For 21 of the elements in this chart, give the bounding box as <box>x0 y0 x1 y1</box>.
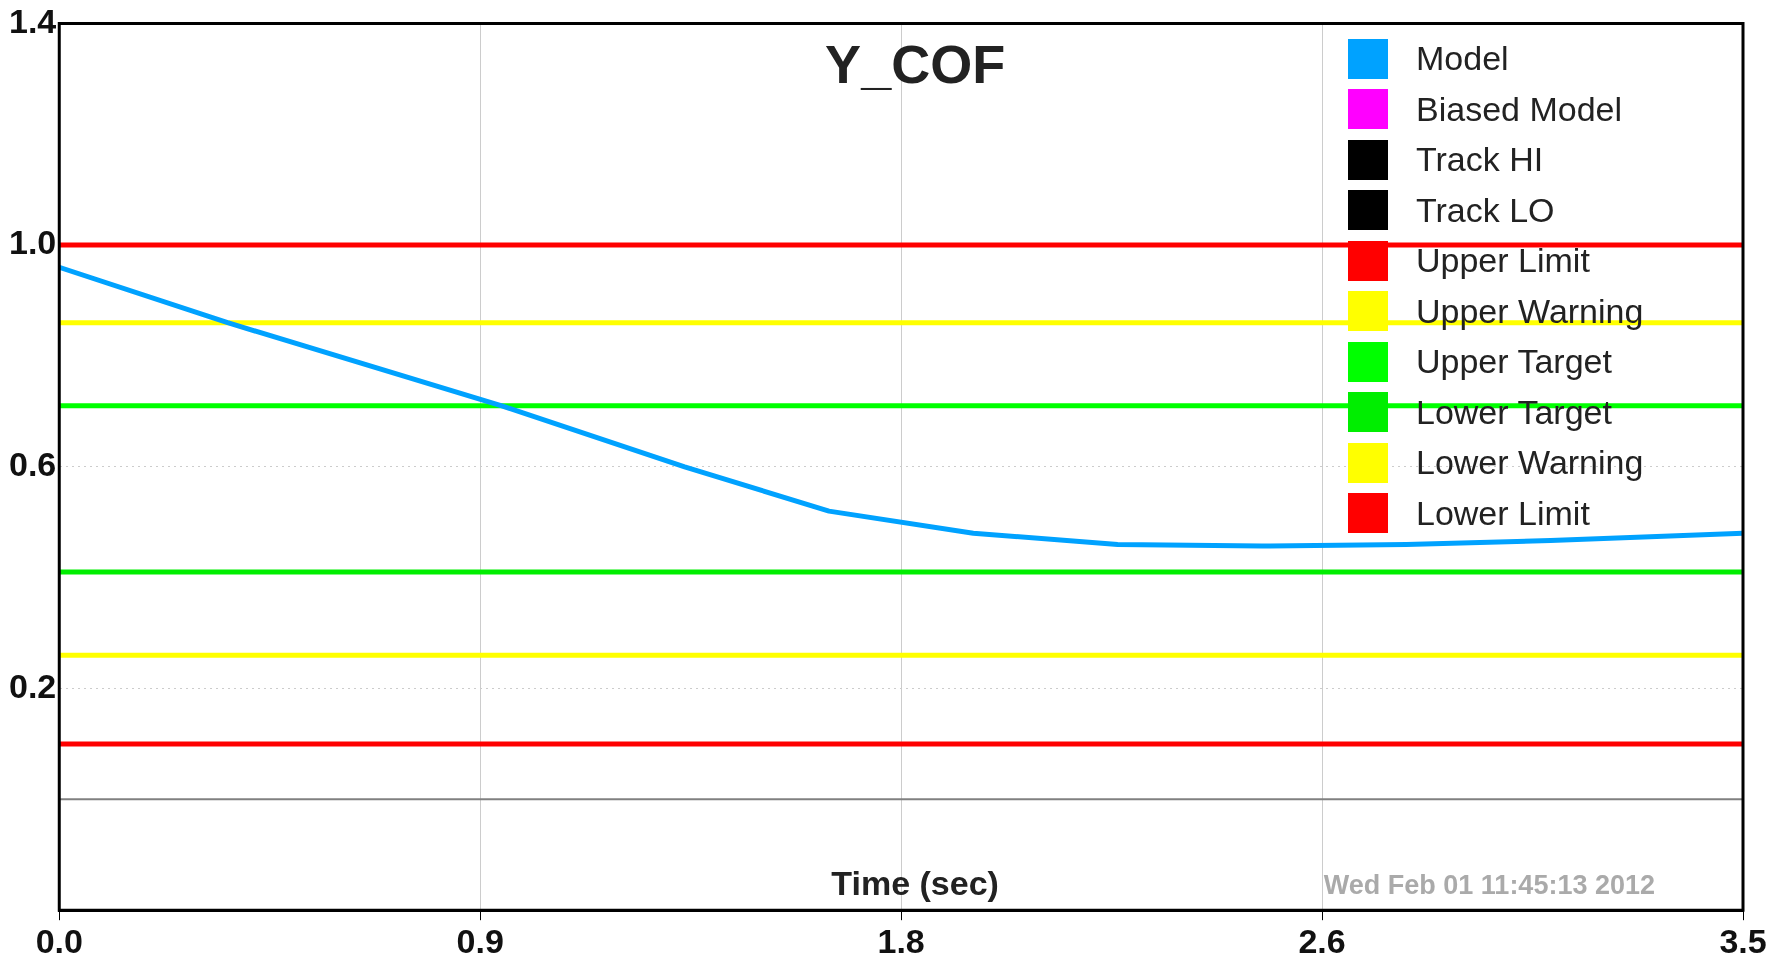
legend-label: Track HI <box>1416 140 1544 180</box>
x-tick-label: 1.8 <box>877 921 925 960</box>
y-tick-label: 1.0 <box>9 223 57 262</box>
chart-title: Y_COF <box>825 34 1006 95</box>
legend-label: Lower Warning <box>1416 443 1644 483</box>
legend-label: Lower Limit <box>1416 493 1590 533</box>
x-tick-label: 2.6 <box>1298 921 1346 960</box>
x-axis-title: Time (sec) <box>831 863 999 902</box>
legend-label: Upper Warning <box>1416 291 1644 331</box>
legend-label: Biased Model <box>1416 89 1623 129</box>
legend-label: Upper Target <box>1416 342 1612 382</box>
x-tick-label: 0.0 <box>35 921 83 960</box>
legend-label: Upper Limit <box>1416 241 1590 281</box>
y-tick-label: 1.4 <box>9 1 57 40</box>
x-tick-label: 3.5 <box>1719 921 1767 960</box>
annotation: Wed Feb 01 11:45:13 2012 <box>1323 870 1655 901</box>
y-tick-label: 0.2 <box>9 666 57 705</box>
y-tick-label: 0.6 <box>9 445 57 484</box>
x-tick-label: 0.9 <box>456 921 504 960</box>
legend-label: Track LO <box>1416 190 1555 230</box>
legend-label: Model <box>1416 39 1509 79</box>
